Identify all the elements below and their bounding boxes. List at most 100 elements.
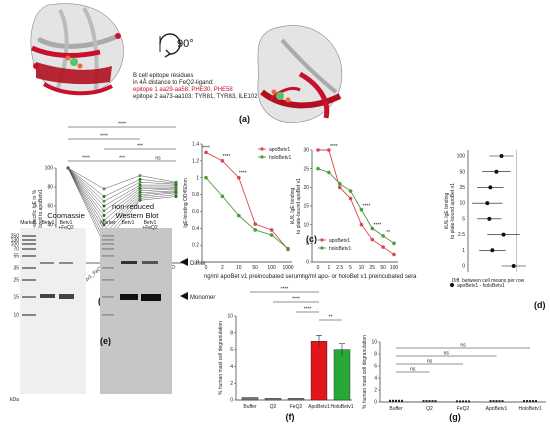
data-point (495, 400, 498, 403)
marker-band (22, 255, 36, 257)
series-line (67, 167, 177, 202)
protein-structure-left (30, 3, 124, 96)
data-point (462, 400, 464, 403)
data-point (392, 399, 394, 402)
y-tick-label: 40 (47, 223, 53, 229)
panel-label-g: (g) (449, 412, 461, 422)
y-tick-label: 6 (230, 347, 233, 353)
sig-label: ns (410, 367, 416, 373)
monomer-band (120, 294, 138, 300)
x-tick-label: 10 (359, 265, 365, 271)
data-point-holoBetv1 (337, 181, 342, 186)
kda-tick-label: 35 (13, 266, 19, 272)
y-tick-label: 5 (306, 241, 309, 247)
y-tick-label: 0.4 (192, 226, 199, 232)
data-point (488, 185, 493, 190)
x-tick-label: 0 (317, 265, 320, 271)
legend-label: holoBetv1 (329, 246, 351, 252)
data-point (465, 400, 467, 403)
y-tick-label: 100 (45, 166, 54, 172)
legend-marker (260, 147, 264, 151)
y-axis-title: kU/L IgE bindingto plate-bound apoBet v1 (290, 178, 302, 234)
western-gel (100, 228, 172, 394)
data-point (499, 154, 504, 158)
series-line (67, 167, 177, 221)
data-point (102, 199, 106, 203)
data-point (532, 400, 534, 403)
data-point-holoBetv1 (359, 207, 364, 212)
x-tick-label: 2.5 (336, 265, 343, 271)
sig-label: **** (281, 287, 289, 293)
kda-tick-label: 15 (13, 295, 19, 301)
y-tick-label: 0.2 (192, 243, 199, 249)
x-tick-label: 5 (349, 265, 352, 271)
series-line-holoBetv1 (317, 168, 395, 244)
kda-tick-label: 70 (13, 247, 19, 253)
y-tick-label: 0.8 (192, 192, 199, 198)
lane-label: Betv1 (42, 220, 55, 226)
marker-band (22, 267, 36, 269)
sig-label: **** (330, 144, 338, 150)
y-tick-label: 30 (303, 148, 309, 154)
y-axis-title: IgE-binding OD450nm (183, 178, 189, 227)
panel-label-c: (c) (306, 234, 317, 244)
y-tick-label: 1 (462, 248, 465, 254)
y-tick-label: 10 (303, 222, 309, 228)
panel-label-d: (d) (534, 300, 546, 310)
data-point-apoBetv1 (327, 148, 331, 152)
dimer-label: Dimer (190, 261, 206, 267)
series-line (67, 167, 176, 207)
data-point (138, 174, 142, 178)
data-point (459, 400, 461, 403)
chart-c-right: 0 5 10 15 20 25 30 0 1 2.5 5 10 25 50 100 kU/L IgE bind… (290, 144, 417, 280)
lane-label: Betv1 (122, 220, 135, 226)
data-point (485, 201, 490, 206)
x-tick-label: ApoBetv1 (486, 406, 508, 412)
lane-label: Betv1 +FeQ2 (58, 220, 74, 231)
lane-label: Betv1 +FeQ2 (142, 220, 158, 231)
legend-marker (260, 155, 264, 159)
chart-c-left: 00.20.40.60.811.21.40 2 10 50 100 1000IgE-bin… (183, 142, 317, 280)
data-point (501, 400, 504, 403)
data-point (138, 177, 142, 181)
kda-tick-label: 25 (13, 278, 19, 284)
data-point-apoBetv1 (316, 148, 320, 152)
x-tick-label: 0 (205, 265, 208, 271)
y-tick-label: 2 (374, 388, 377, 394)
data-point (492, 400, 495, 403)
lane-label: Marker (20, 220, 36, 226)
data-point (138, 180, 142, 184)
series-line (67, 167, 177, 245)
sig-label: **** (239, 171, 247, 177)
marker-band (22, 235, 36, 237)
dimer-band (142, 261, 158, 264)
western-title: Western Blot (116, 211, 160, 220)
legend-marker (320, 238, 324, 242)
series-line (67, 167, 177, 226)
x-tick-label: FeQ2 (290, 404, 303, 410)
y-tick-label: 0 (462, 264, 465, 270)
lane-label: Marker (100, 220, 116, 226)
data-point-apoBetv1 (253, 222, 257, 226)
marker-band (102, 239, 114, 241)
y-tick-label: 4 (374, 376, 377, 382)
y-tick-label: 100 (457, 154, 466, 160)
x-tick-label: ApoBetv1 (308, 404, 330, 410)
dimer-band (40, 262, 54, 264)
y-axis-title: Betv1-specific IgE in %normalized to apo… (32, 189, 44, 242)
marker-band (22, 243, 36, 245)
data-point-holoBetv1 (316, 166, 320, 171)
x-tick-label: 100 (267, 265, 276, 271)
data-point (535, 400, 537, 403)
sig-label: *** (119, 156, 125, 162)
data-point (498, 400, 501, 403)
data-point (102, 195, 106, 198)
kda-label: kDa (10, 397, 19, 403)
epitope-1-text: epitope 1 aa29-aa58: PHE30, PHE58 (133, 87, 233, 93)
data-point-apoBetv1 (269, 228, 274, 232)
kda-tick-label: 10 (13, 313, 19, 319)
bar-FeQ2 (287, 398, 305, 401)
series-line (67, 167, 177, 235)
marker-band (22, 248, 36, 250)
